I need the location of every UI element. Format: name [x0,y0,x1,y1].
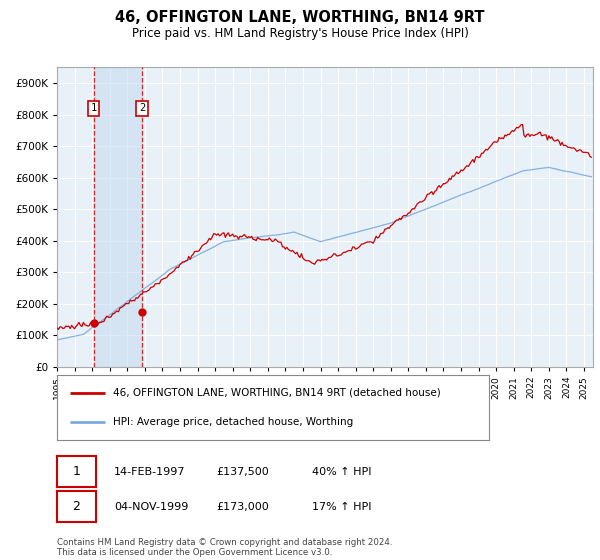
Bar [94,67,142,367]
Text: £137,500: £137,500 [216,466,269,477]
Text: 04-NOV-1999: 04-NOV-1999 [114,502,188,512]
Text: 2: 2 [139,103,145,113]
Text: Contains HM Land Registry data © Crown copyright and database right 2024.
This d: Contains HM Land Registry data © Crown c… [57,538,392,557]
Text: 46, OFFINGTON LANE, WORTHING, BN14 9RT (detached house): 46, OFFINGTON LANE, WORTHING, BN14 9RT (… [113,388,441,398]
Text: 2: 2 [73,500,80,514]
Text: £173,000: £173,000 [216,502,269,512]
Text: HPI: Average price, detached house, Worthing: HPI: Average price, detached house, Wort… [113,417,353,427]
Text: 40% ↑ HPI: 40% ↑ HPI [312,466,371,477]
Text: 1: 1 [91,103,97,113]
Text: 14-FEB-1997: 14-FEB-1997 [114,466,185,477]
Text: 1: 1 [73,465,80,478]
Text: 46, OFFINGTON LANE, WORTHING, BN14 9RT: 46, OFFINGTON LANE, WORTHING, BN14 9RT [115,10,485,25]
Text: Price paid vs. HM Land Registry's House Price Index (HPI): Price paid vs. HM Land Registry's House … [131,27,469,40]
Text: 17% ↑ HPI: 17% ↑ HPI [312,502,371,512]
